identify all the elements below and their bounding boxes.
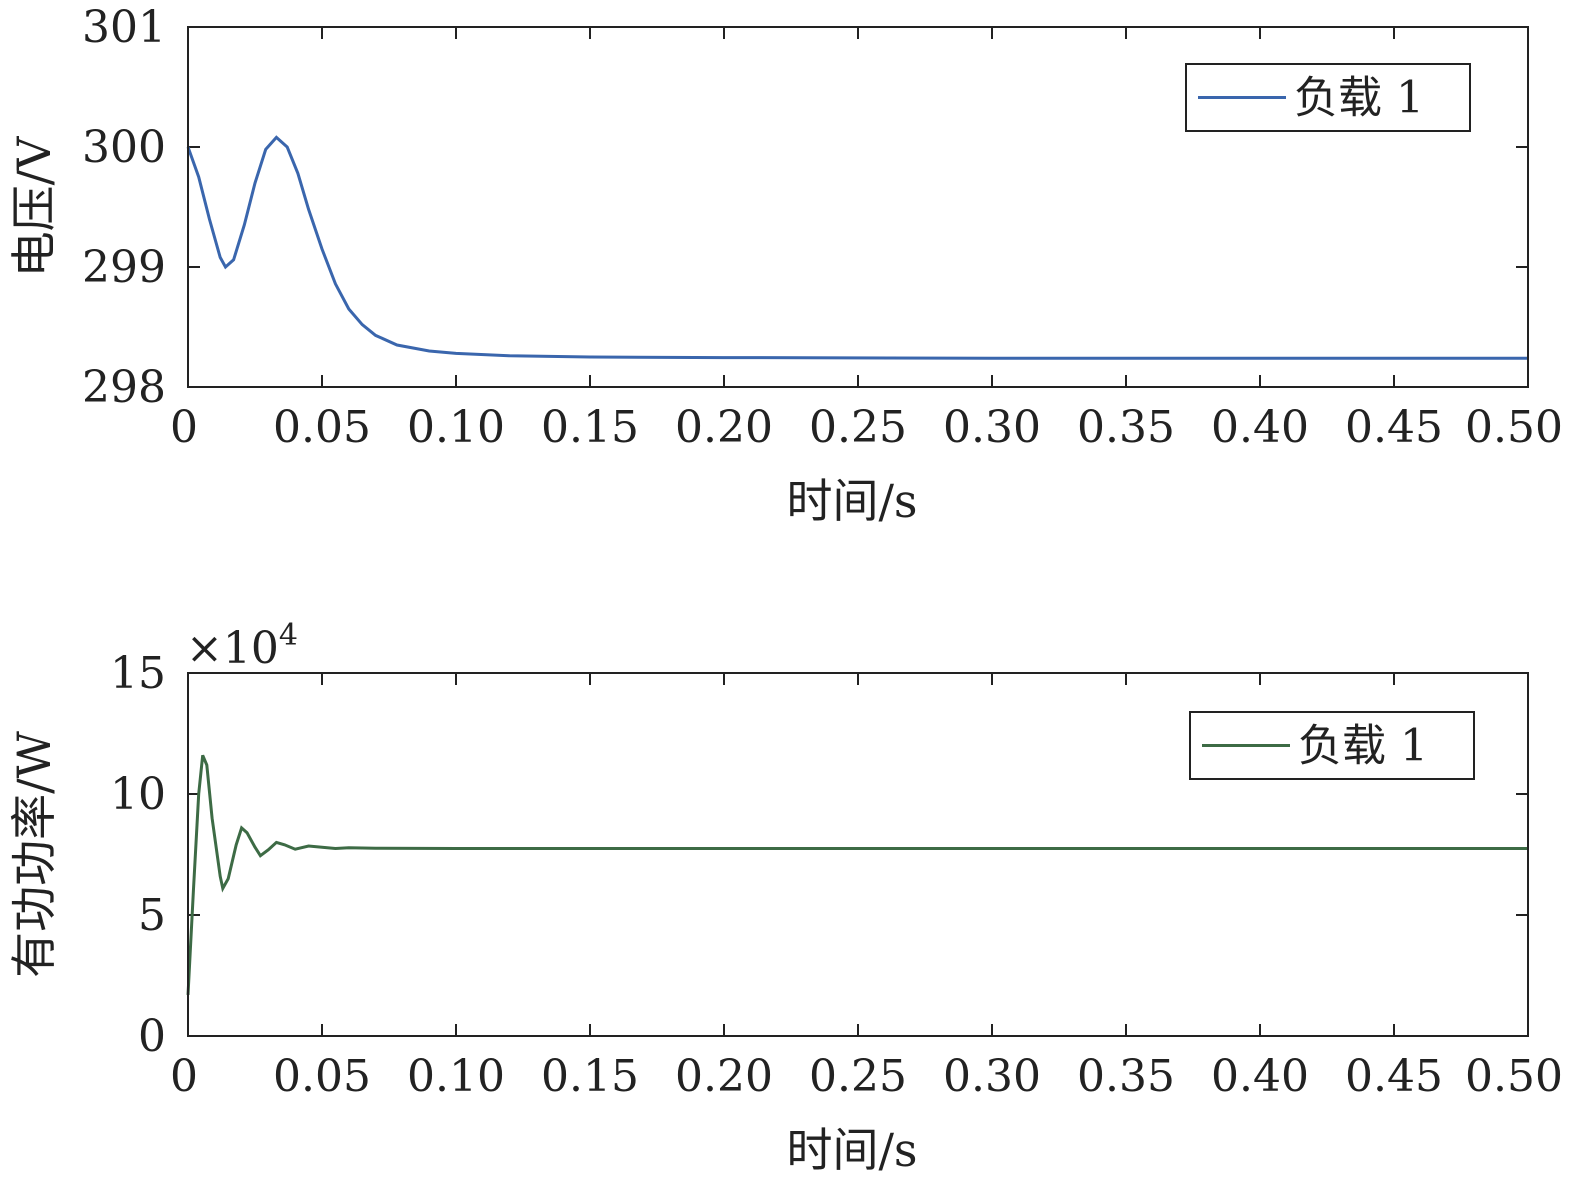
series-line-load-1: [186, 754, 1528, 995]
legend-entry-load-1: 负载 1: [1298, 721, 1428, 772]
x-tick-label: 0.45: [1345, 402, 1443, 453]
x-tick-label: 0.10: [407, 1051, 505, 1102]
y-axis-multiplier: ×104: [186, 618, 298, 674]
y-axis-label: 电压/V: [7, 136, 61, 277]
plot-frame: [187, 26, 1529, 388]
x-tick-label: 0.20: [675, 402, 773, 453]
x-tick-label: 0.25: [809, 402, 907, 453]
active-power-chart: 0 0.05 0.10 0.15 0.20 0.25 0.30 0.35 0.40 0.45 0.5…: [7, 618, 1563, 1177]
legend-entry-load-1: 负载 1: [1294, 73, 1424, 124]
legend: 负载 1: [1185, 63, 1471, 132]
x-tick-label: 0.05: [273, 402, 371, 453]
y-tick-label: 10: [110, 769, 166, 820]
x-tick-label: 0.30: [943, 1051, 1041, 1102]
series-line-load-1: [186, 135, 1528, 360]
x-tick-label: 0.45: [1345, 1051, 1443, 1102]
x-tick-label: 0.15: [541, 402, 639, 453]
y-axis-label: 有功功率/W: [7, 730, 61, 977]
x-tick-label: 0.35: [1077, 1051, 1175, 1102]
plot-frame: [187, 672, 1529, 1037]
x-tick-label: 0: [170, 1051, 198, 1102]
x-tick-label: 0.15: [541, 1051, 639, 1102]
y-tick-label: 301: [82, 2, 166, 53]
y-tick-label: 15: [110, 648, 166, 699]
x-tick-label: 0.40: [1211, 1051, 1309, 1102]
x-tick-label: 0.30: [943, 402, 1041, 453]
x-axis-label: 时间/s: [786, 1123, 917, 1177]
x-tick-label: 0.05: [273, 1051, 371, 1102]
x-tick-label: 0.10: [407, 402, 505, 453]
y-tick-label: 299: [82, 242, 166, 293]
y-tick-label: 0: [138, 1011, 166, 1062]
x-tick-label: 0.20: [675, 1051, 773, 1102]
x-tick-label: 0: [170, 402, 198, 453]
x-tick-label: 0.50: [1465, 402, 1563, 453]
x-tick-label: 0.40: [1211, 402, 1309, 453]
x-tick-label: 0.25: [809, 1051, 907, 1102]
x-tick-label: 0.35: [1077, 402, 1175, 453]
x-axis-label: 时间/s: [786, 474, 917, 528]
y-tick-label: 298: [82, 362, 166, 413]
legend: 负载 1: [1189, 711, 1475, 780]
y-tick-label: 5: [138, 890, 166, 941]
voltage-chart: 0 0.05 0.10 0.15 0.20 0.25 0.30 0.35 0.40 0.45 0.5…: [7, 2, 1563, 528]
x-tick-label: 0.50: [1465, 1051, 1563, 1102]
y-tick-label: 300: [82, 122, 166, 173]
